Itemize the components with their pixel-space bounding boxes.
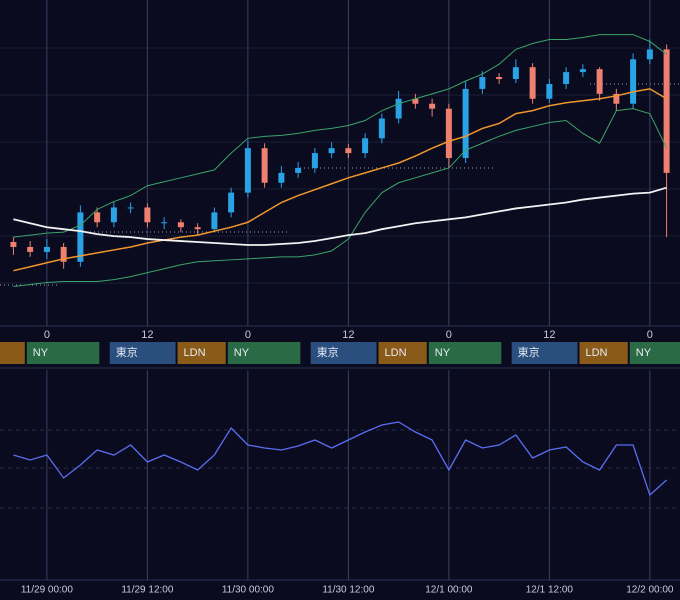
indicator-line [13,34,667,238]
candle-body [27,246,34,252]
x-tick-label: 0 [647,329,653,341]
x-tick-label: 12 [543,329,555,341]
candle-body [211,212,218,230]
oscillator-line [13,421,668,497]
candle-body [127,207,134,209]
session-box [579,342,628,364]
session-label: 東京 [518,345,540,359]
candle-body [563,72,570,84]
candle-body [496,77,503,80]
x-tick-label: 0 [446,329,452,341]
x-tick-label: 0 [245,329,251,341]
candle-body [228,192,235,213]
candle-body [445,108,452,159]
candle-body [10,242,17,247]
indicator-line [13,88,667,272]
candle-body [244,148,251,193]
x-tick-label: 12 [141,329,153,341]
candle-body [261,148,268,183]
session-box [177,342,226,364]
x-tick-label: 12/2 00:00 [626,585,674,596]
candle-body [378,118,385,139]
candle-body [177,222,184,228]
session-box [310,342,377,364]
session-label: LDN [184,347,206,359]
x-tick-label: 11/30 12:00 [322,585,375,596]
session-label: 東京 [116,345,138,359]
candle-body [311,153,318,168]
indicator-line [13,186,667,246]
candle-body [194,227,201,230]
candle-body [462,88,469,159]
candle-body [144,207,151,223]
session-box [428,342,502,364]
session-box [227,342,301,364]
session-label: LDN [385,347,407,359]
candle-body [479,77,486,89]
candle-body [512,67,519,80]
candle-body [429,103,436,109]
candle-body [278,172,285,183]
candle-body [412,98,419,104]
session-label: NY [435,347,451,359]
candle-body [295,167,302,173]
x-tick-label: 12 [342,329,354,341]
x-tick-label: 12/1 12:00 [526,585,574,596]
candle-body [630,59,637,104]
x-tick-label: 0 [44,329,50,341]
candle-body [110,207,117,223]
candle-body [596,69,603,94]
candle-body [579,69,586,73]
osc-grid [0,429,680,509]
candle-body [646,49,653,60]
indicator-line [13,108,668,287]
candle-body [663,49,670,173]
session-label: NY [33,347,49,359]
session-label: LDN [586,347,608,359]
session-label: NY [234,347,250,359]
candle-body [77,212,84,262]
candle-body [161,222,168,224]
x-tick-label: 11/29 00:00 [21,585,74,596]
session-label: 東京 [317,345,339,359]
candle-body [546,83,553,99]
candle-body [529,67,536,99]
x-tick-label: 11/29 12:00 [121,585,174,596]
session-box [109,342,176,364]
candle-body [328,148,335,154]
candle-body [362,138,369,154]
session-box [629,342,680,364]
session-box [511,342,578,364]
candle-body [94,212,101,223]
session-box [0,342,25,364]
x-tick-label: 12/1 00:00 [425,585,473,596]
candle-body [60,246,67,262]
candle-body [395,98,402,119]
candle-body [613,93,620,104]
candle-body [43,246,50,252]
session-box [378,342,427,364]
session-box [26,342,100,364]
candle-body [345,148,352,154]
session-label: NY [636,347,652,359]
x-tick-label: 11/30 00:00 [222,585,275,596]
